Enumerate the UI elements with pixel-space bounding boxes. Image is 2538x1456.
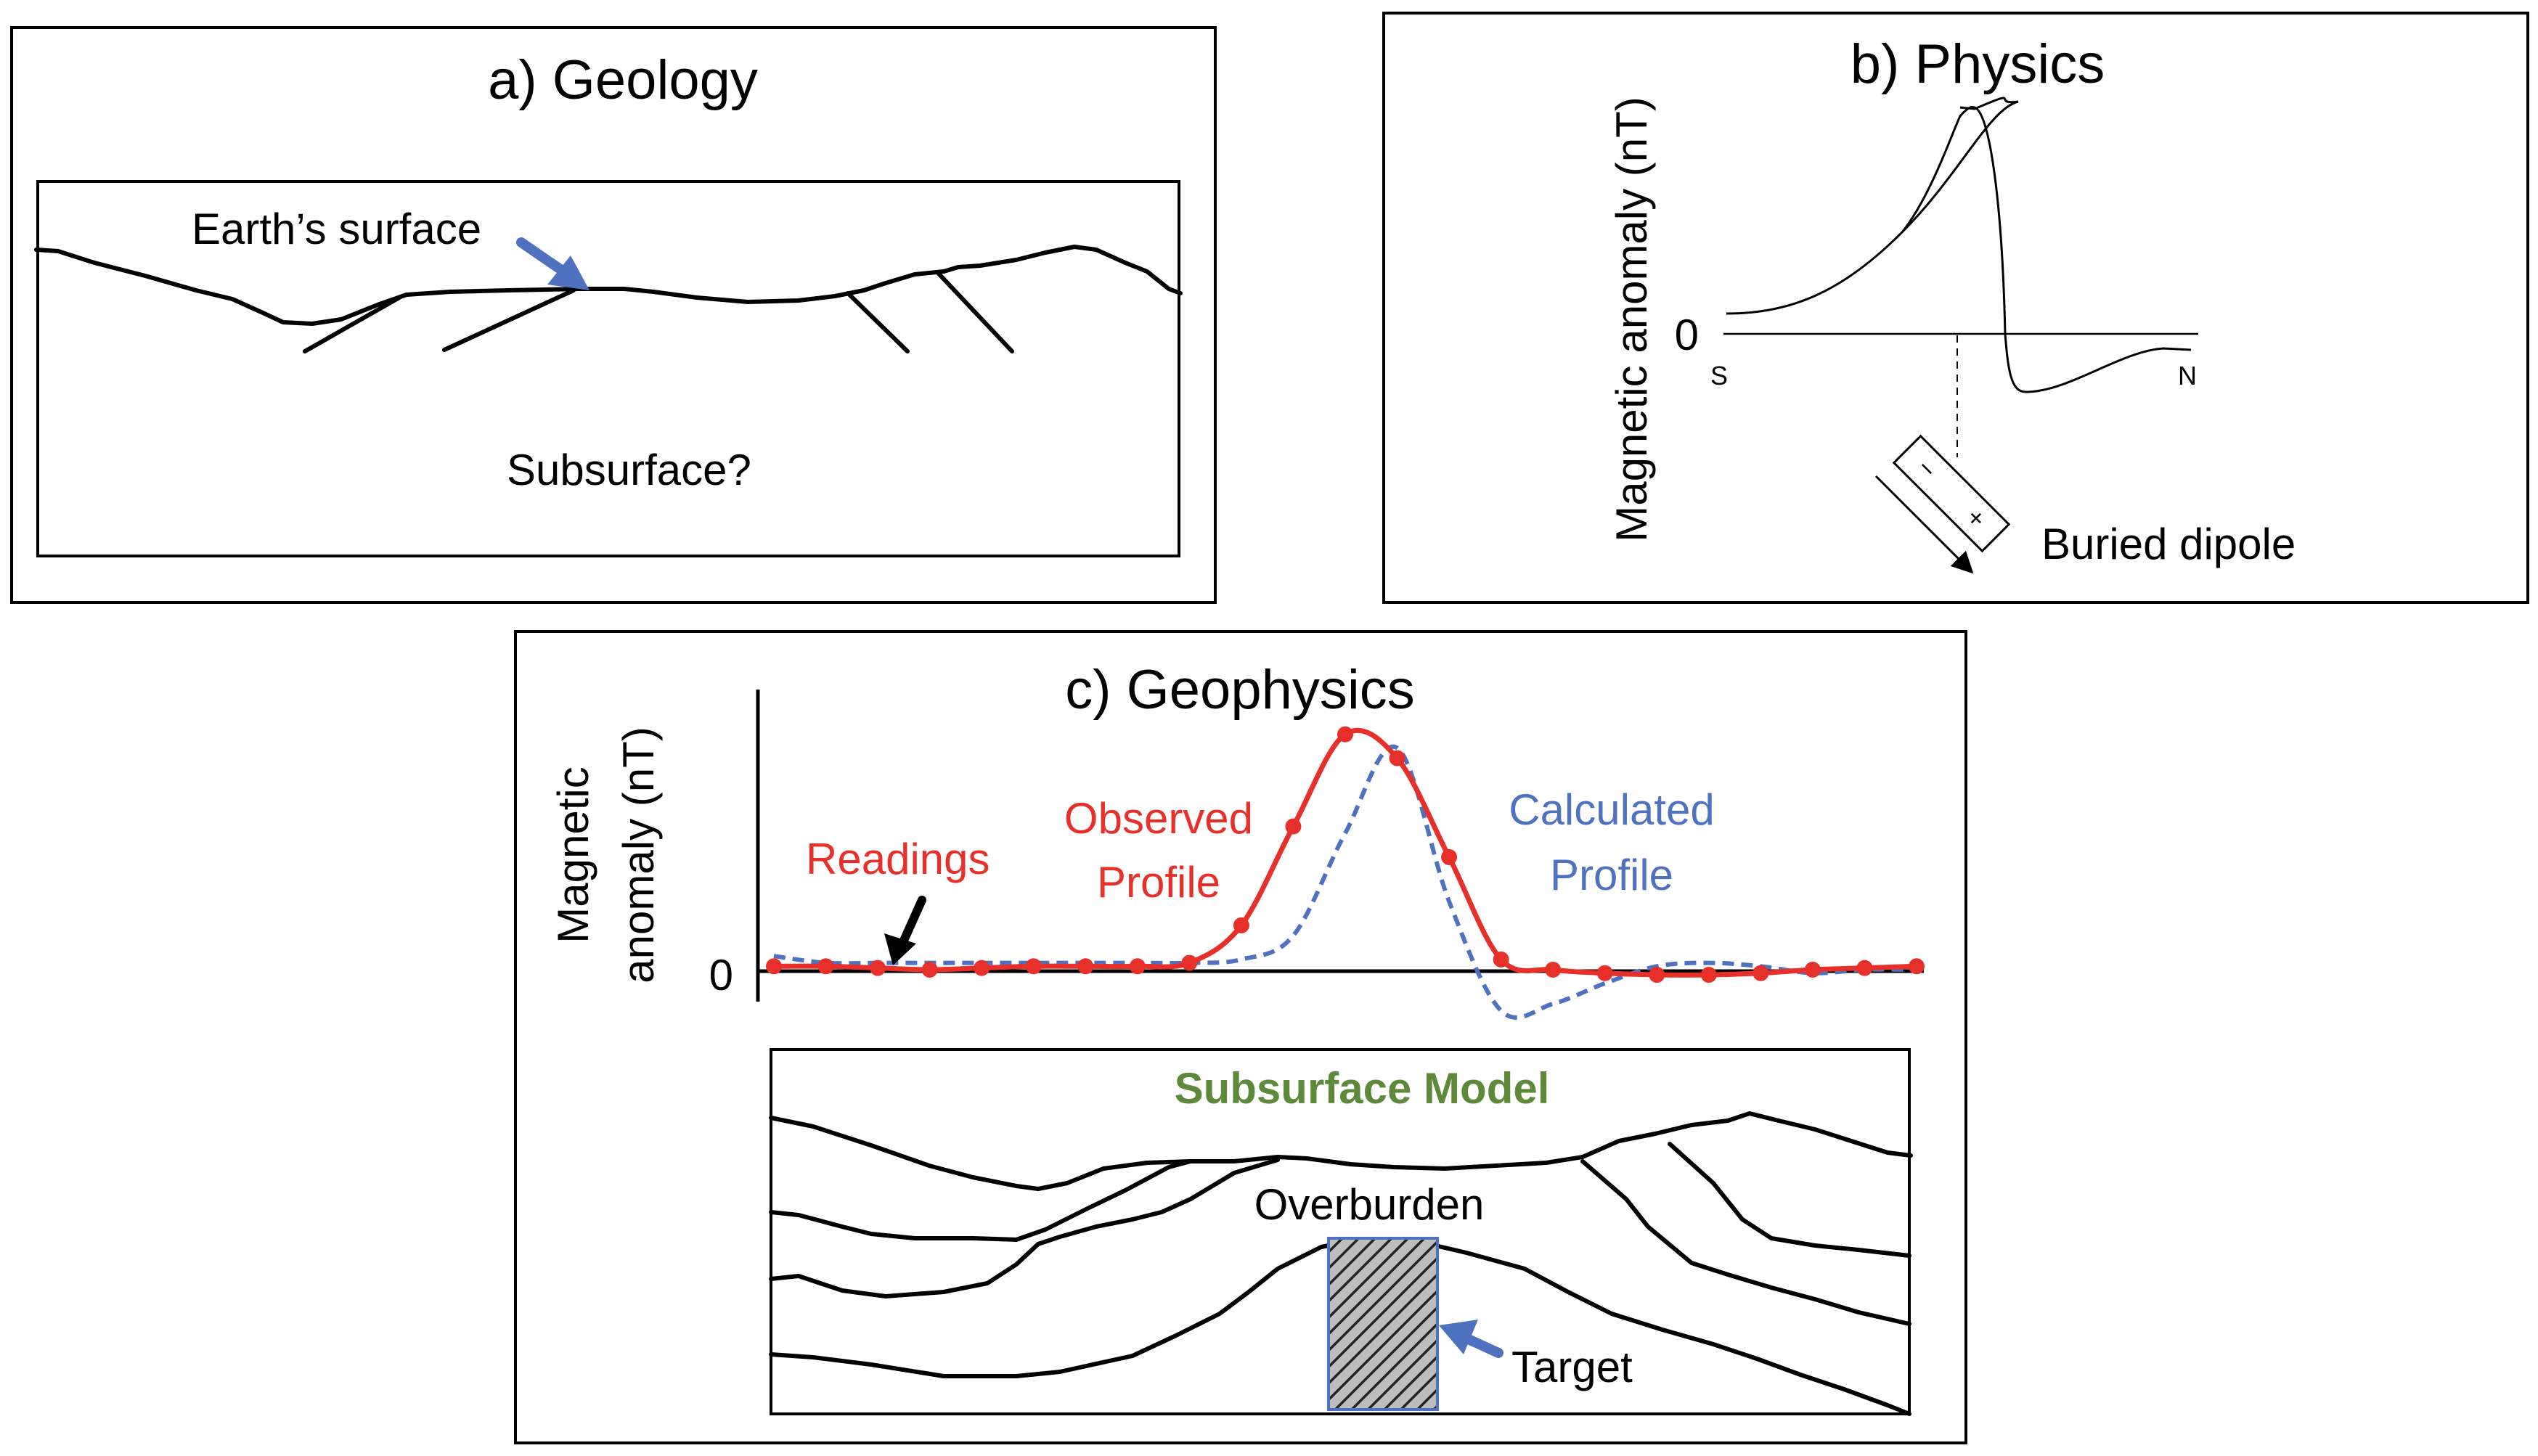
buried-dipole: − + — [1892, 434, 2011, 553]
model-layer-3 — [769, 1158, 1280, 1298]
earths-surface-label: Earth’s surface — [192, 205, 481, 253]
surface-arrow — [516, 237, 589, 290]
dipole-direction-arrow — [1874, 475, 1974, 574]
fault-line — [303, 295, 401, 353]
model-layer-right-2 — [1668, 1142, 1911, 1258]
reading-point — [1389, 750, 1405, 766]
reading-point — [1909, 958, 1925, 975]
buried-dipole-label: Buried dipole — [2041, 520, 2296, 568]
reading-point — [1700, 967, 1717, 983]
panel-c-plot — [766, 726, 1925, 1020]
panel-b-anomaly-curve — [1726, 97, 2192, 393]
fault-line — [442, 288, 576, 352]
panel-a-title: a) Geology — [488, 49, 758, 111]
reading-point — [1856, 960, 1873, 976]
reading-point — [1181, 954, 1198, 971]
calculated-profile-label-line1: Calculated — [1509, 785, 1715, 834]
reading-point — [817, 958, 834, 975]
reading-point — [1025, 958, 1042, 975]
observed-profile-label-line2: Profile — [1097, 858, 1220, 907]
reading-point — [1649, 967, 1665, 983]
panel-c-ylabel-line2: anomaly (nT) — [614, 727, 663, 983]
model-layer-right-1 — [1580, 1159, 1911, 1326]
fault-line — [846, 291, 910, 353]
reading-point — [1233, 917, 1249, 933]
reading-point — [1493, 951, 1509, 968]
panel-a-frame — [10, 26, 1217, 604]
panel-b-south-label: S — [1710, 361, 1728, 390]
model-layer-2 — [769, 1159, 1193, 1242]
panel-c-ylabel-line1: Magnetic — [549, 766, 597, 943]
target-arrow — [1439, 1320, 1503, 1358]
target-label: Target — [1511, 1343, 1633, 1391]
observed-profile-label-line1: Observed — [1064, 794, 1253, 843]
model-surface-layer — [769, 1111, 1913, 1191]
panel-b-title: b) Physics — [1851, 33, 2105, 95]
readings-label: Readings — [806, 835, 990, 883]
reading-point — [1441, 848, 1458, 865]
reading-point — [1804, 962, 1821, 978]
subsurface-model-title: Subsurface Model — [1175, 1064, 1550, 1113]
calculated-profile-label-line2: Profile — [1550, 851, 1673, 899]
target-body — [1327, 1237, 1439, 1411]
panel-b-zero-label: 0 — [1675, 311, 1699, 359]
subsurface-model-frame — [770, 1048, 1911, 1415]
panel-c-title: c) Geophysics — [1065, 659, 1415, 721]
panel-b-ylabel: Magnetic anomaly (nT) — [1607, 97, 1656, 542]
overburden-label: Overburden — [1254, 1180, 1485, 1229]
earths-surface-line — [34, 245, 1183, 326]
panel-geology: a) Geology Earth’s surface Subsurface? — [10, 26, 1217, 604]
reading-point — [1285, 818, 1302, 835]
reading-point — [870, 960, 886, 976]
reading-point — [1752, 965, 1769, 981]
panel-b-frame — [1382, 12, 2529, 604]
panel-c-frame — [514, 630, 1967, 1444]
reading-point — [1077, 958, 1094, 975]
reading-point — [974, 960, 990, 976]
fault-line — [936, 271, 1014, 353]
reading-point — [1545, 962, 1562, 978]
reading-point — [1596, 965, 1613, 981]
geology-section-frame — [36, 180, 1180, 557]
panel-c-zero-label: 0 — [709, 951, 733, 999]
panel-geophysics: c) Geophysics Magnetic anomaly (nT) 0 Re… — [514, 630, 1967, 1444]
subsurface-label: Subsurface? — [507, 446, 751, 494]
panel-physics: b) Physics Magnetic anomaly (nT) 0 S N −… — [1382, 12, 2529, 604]
reading-point — [921, 962, 938, 978]
reading-point — [1337, 726, 1353, 743]
reading-point — [1129, 958, 1146, 975]
panel-b-north-label: N — [2178, 361, 2197, 390]
reading-point — [766, 958, 782, 975]
readings-arrow — [884, 896, 926, 965]
